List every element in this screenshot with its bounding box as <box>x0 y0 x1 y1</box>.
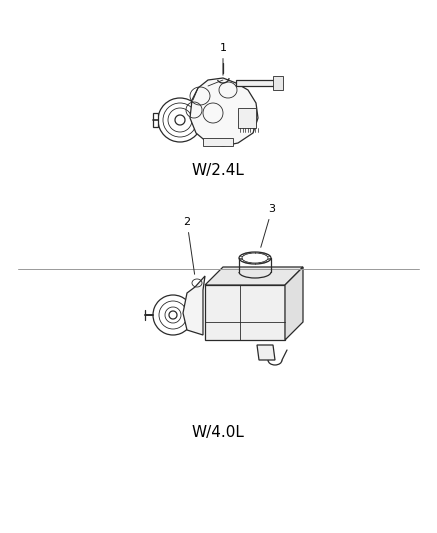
Polygon shape <box>205 267 303 285</box>
Polygon shape <box>205 285 285 340</box>
Polygon shape <box>238 108 256 128</box>
Text: W/2.4L: W/2.4L <box>191 163 244 178</box>
Polygon shape <box>190 78 258 146</box>
Polygon shape <box>273 76 283 90</box>
Text: 1: 1 <box>219 43 226 75</box>
Text: W/4.0L: W/4.0L <box>191 425 244 440</box>
Polygon shape <box>153 113 158 127</box>
Polygon shape <box>257 345 275 360</box>
Polygon shape <box>183 276 205 335</box>
Text: 2: 2 <box>184 217 194 274</box>
Polygon shape <box>285 267 303 340</box>
Polygon shape <box>203 138 233 146</box>
Text: 3: 3 <box>261 204 275 247</box>
Polygon shape <box>236 80 278 86</box>
